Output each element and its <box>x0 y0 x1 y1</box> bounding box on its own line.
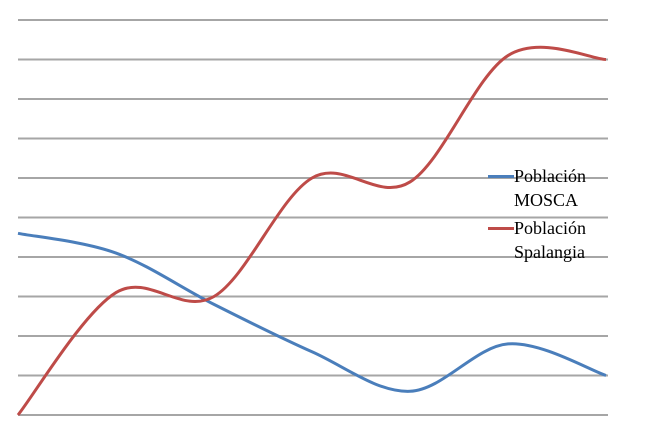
legend-item: Población Spalangia <box>488 216 628 264</box>
legend: Población MOSCA Población Spalangia <box>488 164 628 268</box>
legend-item: Población MOSCA <box>488 164 628 212</box>
legend-key <box>488 175 514 178</box>
legend-label: Población Spalangia <box>514 218 586 262</box>
line-series <box>17 231 607 393</box>
legend-label: Población MOSCA <box>514 166 586 210</box>
line-series <box>16 45 607 416</box>
legend-key <box>488 227 514 230</box>
